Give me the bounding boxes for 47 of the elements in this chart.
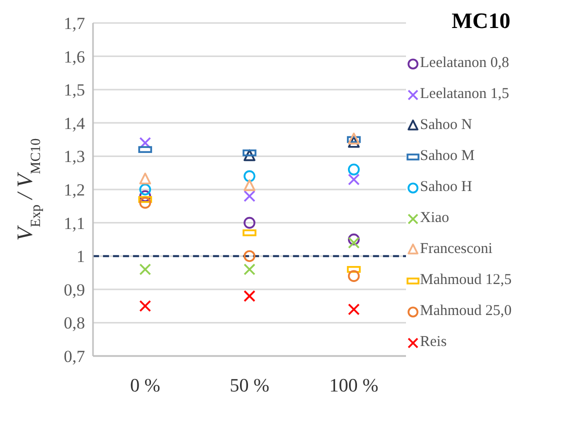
point: [139, 196, 152, 209]
legend-label: Mahmoud 12,5: [420, 272, 512, 289]
point: [244, 216, 256, 229]
legend-label: Leelatanon 0,8: [420, 55, 510, 72]
point: [348, 132, 360, 144]
point: [139, 264, 152, 276]
point: [139, 190, 152, 202]
legend-label: Leelatanon 1,5: [420, 86, 510, 103]
legend-label: Sahoo M: [420, 148, 475, 165]
point: [244, 264, 256, 276]
point: [348, 174, 360, 186]
point: [244, 290, 256, 302]
y-tick-label: 1,1: [64, 214, 85, 233]
point: [348, 236, 360, 249]
point: [244, 170, 256, 182]
legend-label: Francesconi: [420, 241, 492, 258]
y-tick-label: 0,9: [64, 280, 85, 300]
legend-label: Xiao: [420, 210, 450, 227]
point: [348, 270, 360, 282]
point: [139, 172, 152, 184]
point: [348, 136, 360, 148]
x-tick-label: 100 %: [329, 375, 379, 396]
y-tick-label: 1,6: [64, 47, 85, 66]
point: [348, 303, 360, 316]
point: [244, 250, 256, 262]
y-tick-label: 1,3: [64, 147, 85, 166]
point: [139, 300, 152, 312]
point: [348, 234, 360, 246]
legend-label: Mahmoud 25,0: [420, 303, 512, 320]
point: [139, 184, 152, 196]
x-tick-label: 50 %: [230, 375, 270, 396]
point: [244, 179, 256, 192]
point: [244, 190, 256, 202]
legend-title: MC10: [450, 8, 512, 34]
y-tick-label: 1,7: [64, 14, 86, 34]
x-tick-label: 0 %: [130, 375, 160, 396]
y-tick-label: 1,5: [64, 80, 85, 100]
y-tick-label: 0,8: [64, 314, 85, 333]
y-tick-label: 0,7: [64, 347, 86, 366]
point: [244, 149, 256, 162]
legend-label: Reis: [420, 334, 447, 351]
point: [348, 164, 360, 176]
y-tick-label: 1,4: [64, 114, 86, 133]
legend-label: Sahoo H: [420, 179, 472, 196]
y-tick-label: 1: [76, 247, 85, 266]
y-tick-label: 1,2: [64, 180, 85, 200]
legend-label: Sahoo N: [420, 117, 472, 134]
